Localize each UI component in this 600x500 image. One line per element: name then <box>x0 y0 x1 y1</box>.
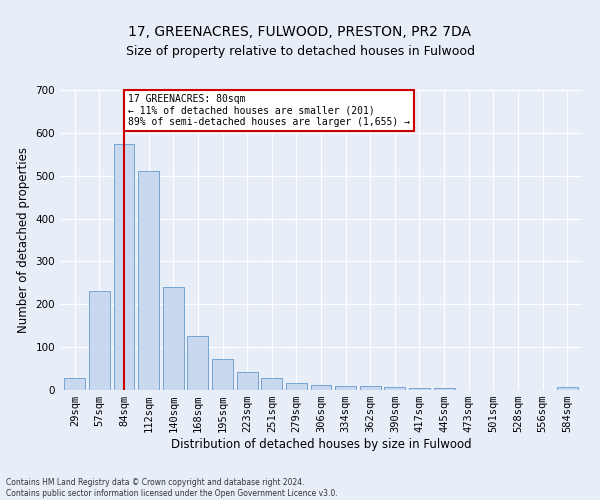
Bar <box>89 292 110 390</box>
Bar <box>113 144 134 390</box>
Text: 17, GREENACRES, FULWOOD, PRESTON, PR2 7DA: 17, GREENACRES, FULWOOD, PRESTON, PR2 7D… <box>128 25 472 39</box>
X-axis label: Distribution of detached houses by size in Fulwood: Distribution of detached houses by size … <box>170 438 472 451</box>
Y-axis label: Number of detached properties: Number of detached properties <box>17 147 30 333</box>
Bar <box>163 287 184 390</box>
Bar <box>385 388 406 390</box>
Bar <box>360 386 381 390</box>
Bar <box>286 383 307 390</box>
Bar <box>557 386 578 390</box>
Bar <box>187 336 208 390</box>
Bar <box>434 388 455 390</box>
Bar <box>335 386 356 390</box>
Bar <box>212 359 233 390</box>
Bar <box>138 172 159 390</box>
Bar <box>311 385 331 390</box>
Bar <box>409 388 430 390</box>
Bar <box>236 372 257 390</box>
Bar <box>64 378 85 390</box>
Text: Size of property relative to detached houses in Fulwood: Size of property relative to detached ho… <box>125 45 475 58</box>
Bar <box>261 378 282 390</box>
Text: Contains HM Land Registry data © Crown copyright and database right 2024.
Contai: Contains HM Land Registry data © Crown c… <box>6 478 338 498</box>
Text: 17 GREENACRES: 80sqm
← 11% of detached houses are smaller (201)
89% of semi-deta: 17 GREENACRES: 80sqm ← 11% of detached h… <box>128 94 410 128</box>
